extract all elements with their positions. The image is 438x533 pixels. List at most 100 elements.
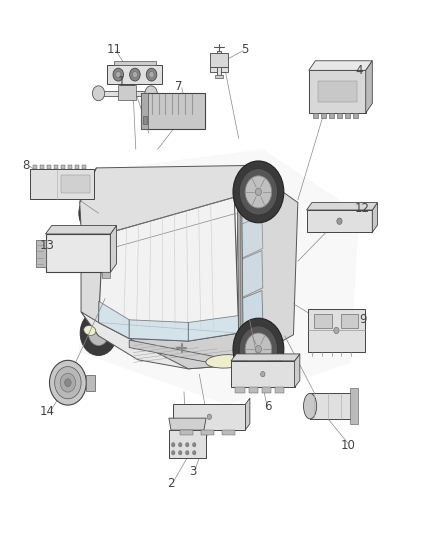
Polygon shape — [81, 227, 103, 336]
Polygon shape — [129, 320, 188, 341]
Polygon shape — [129, 340, 261, 368]
Circle shape — [255, 345, 261, 353]
Polygon shape — [308, 309, 365, 352]
Circle shape — [334, 327, 339, 334]
Circle shape — [132, 71, 138, 78]
Polygon shape — [94, 91, 155, 96]
Circle shape — [80, 311, 117, 356]
Polygon shape — [46, 165, 51, 169]
Circle shape — [92, 86, 105, 101]
Polygon shape — [249, 387, 258, 393]
Polygon shape — [215, 75, 223, 78]
Polygon shape — [240, 216, 263, 259]
Circle shape — [172, 442, 175, 447]
Text: 14: 14 — [40, 405, 55, 418]
Polygon shape — [318, 81, 357, 102]
Polygon shape — [74, 165, 79, 169]
Circle shape — [88, 321, 109, 345]
Polygon shape — [217, 51, 221, 77]
Circle shape — [186, 442, 189, 447]
Text: 11: 11 — [106, 43, 121, 55]
Ellipse shape — [304, 393, 317, 419]
Polygon shape — [350, 388, 358, 424]
Polygon shape — [110, 225, 117, 272]
Polygon shape — [329, 113, 334, 118]
Polygon shape — [61, 174, 89, 193]
Polygon shape — [143, 116, 146, 124]
Polygon shape — [309, 61, 372, 70]
Polygon shape — [36, 240, 46, 266]
Circle shape — [116, 71, 121, 78]
Polygon shape — [372, 203, 378, 232]
Text: 1: 1 — [118, 75, 126, 87]
Polygon shape — [337, 113, 342, 118]
Text: 3: 3 — [189, 465, 196, 478]
Polygon shape — [67, 165, 72, 169]
Polygon shape — [173, 404, 245, 430]
Polygon shape — [321, 113, 326, 118]
Ellipse shape — [206, 354, 245, 368]
Text: 7: 7 — [175, 80, 183, 93]
Polygon shape — [201, 430, 214, 435]
Circle shape — [245, 333, 272, 365]
Circle shape — [233, 161, 284, 223]
Polygon shape — [169, 430, 206, 458]
Text: 4: 4 — [355, 64, 363, 77]
Polygon shape — [307, 203, 378, 210]
Text: 12: 12 — [355, 203, 370, 215]
Polygon shape — [141, 93, 148, 129]
Circle shape — [55, 367, 81, 399]
Circle shape — [172, 451, 175, 455]
Polygon shape — [129, 333, 258, 369]
Polygon shape — [313, 113, 318, 118]
Circle shape — [239, 326, 277, 372]
Polygon shape — [80, 165, 272, 235]
Circle shape — [87, 201, 106, 225]
Polygon shape — [46, 225, 117, 234]
Polygon shape — [169, 418, 206, 430]
Polygon shape — [86, 375, 95, 391]
Polygon shape — [345, 113, 350, 118]
Polygon shape — [234, 184, 298, 354]
Polygon shape — [310, 393, 354, 419]
Ellipse shape — [82, 171, 93, 181]
Polygon shape — [222, 430, 235, 435]
Polygon shape — [141, 93, 205, 129]
Polygon shape — [236, 387, 245, 393]
Circle shape — [245, 176, 272, 208]
Polygon shape — [231, 354, 300, 361]
Circle shape — [149, 71, 154, 78]
Circle shape — [60, 373, 76, 392]
Text: 6: 6 — [264, 400, 272, 413]
Polygon shape — [366, 61, 372, 113]
Ellipse shape — [84, 326, 96, 335]
Polygon shape — [188, 316, 239, 341]
Circle shape — [49, 360, 86, 405]
Circle shape — [146, 68, 157, 81]
Polygon shape — [46, 234, 110, 272]
Polygon shape — [275, 387, 285, 393]
Circle shape — [193, 451, 196, 455]
Polygon shape — [341, 314, 358, 328]
Circle shape — [179, 442, 182, 447]
Polygon shape — [99, 301, 129, 338]
Polygon shape — [39, 165, 44, 169]
Text: 8: 8 — [23, 159, 30, 172]
Polygon shape — [30, 169, 94, 198]
Circle shape — [79, 192, 114, 235]
Polygon shape — [32, 165, 37, 169]
Polygon shape — [79, 149, 359, 405]
Polygon shape — [102, 272, 110, 278]
Polygon shape — [81, 165, 86, 169]
Circle shape — [255, 188, 261, 196]
Polygon shape — [245, 398, 250, 430]
Circle shape — [186, 451, 189, 455]
Circle shape — [113, 68, 124, 81]
Polygon shape — [261, 387, 271, 393]
Polygon shape — [107, 65, 162, 84]
Circle shape — [233, 318, 284, 380]
Text: 2: 2 — [167, 478, 175, 490]
Polygon shape — [294, 354, 300, 387]
Text: 5: 5 — [241, 43, 248, 55]
Text: 10: 10 — [341, 439, 356, 451]
